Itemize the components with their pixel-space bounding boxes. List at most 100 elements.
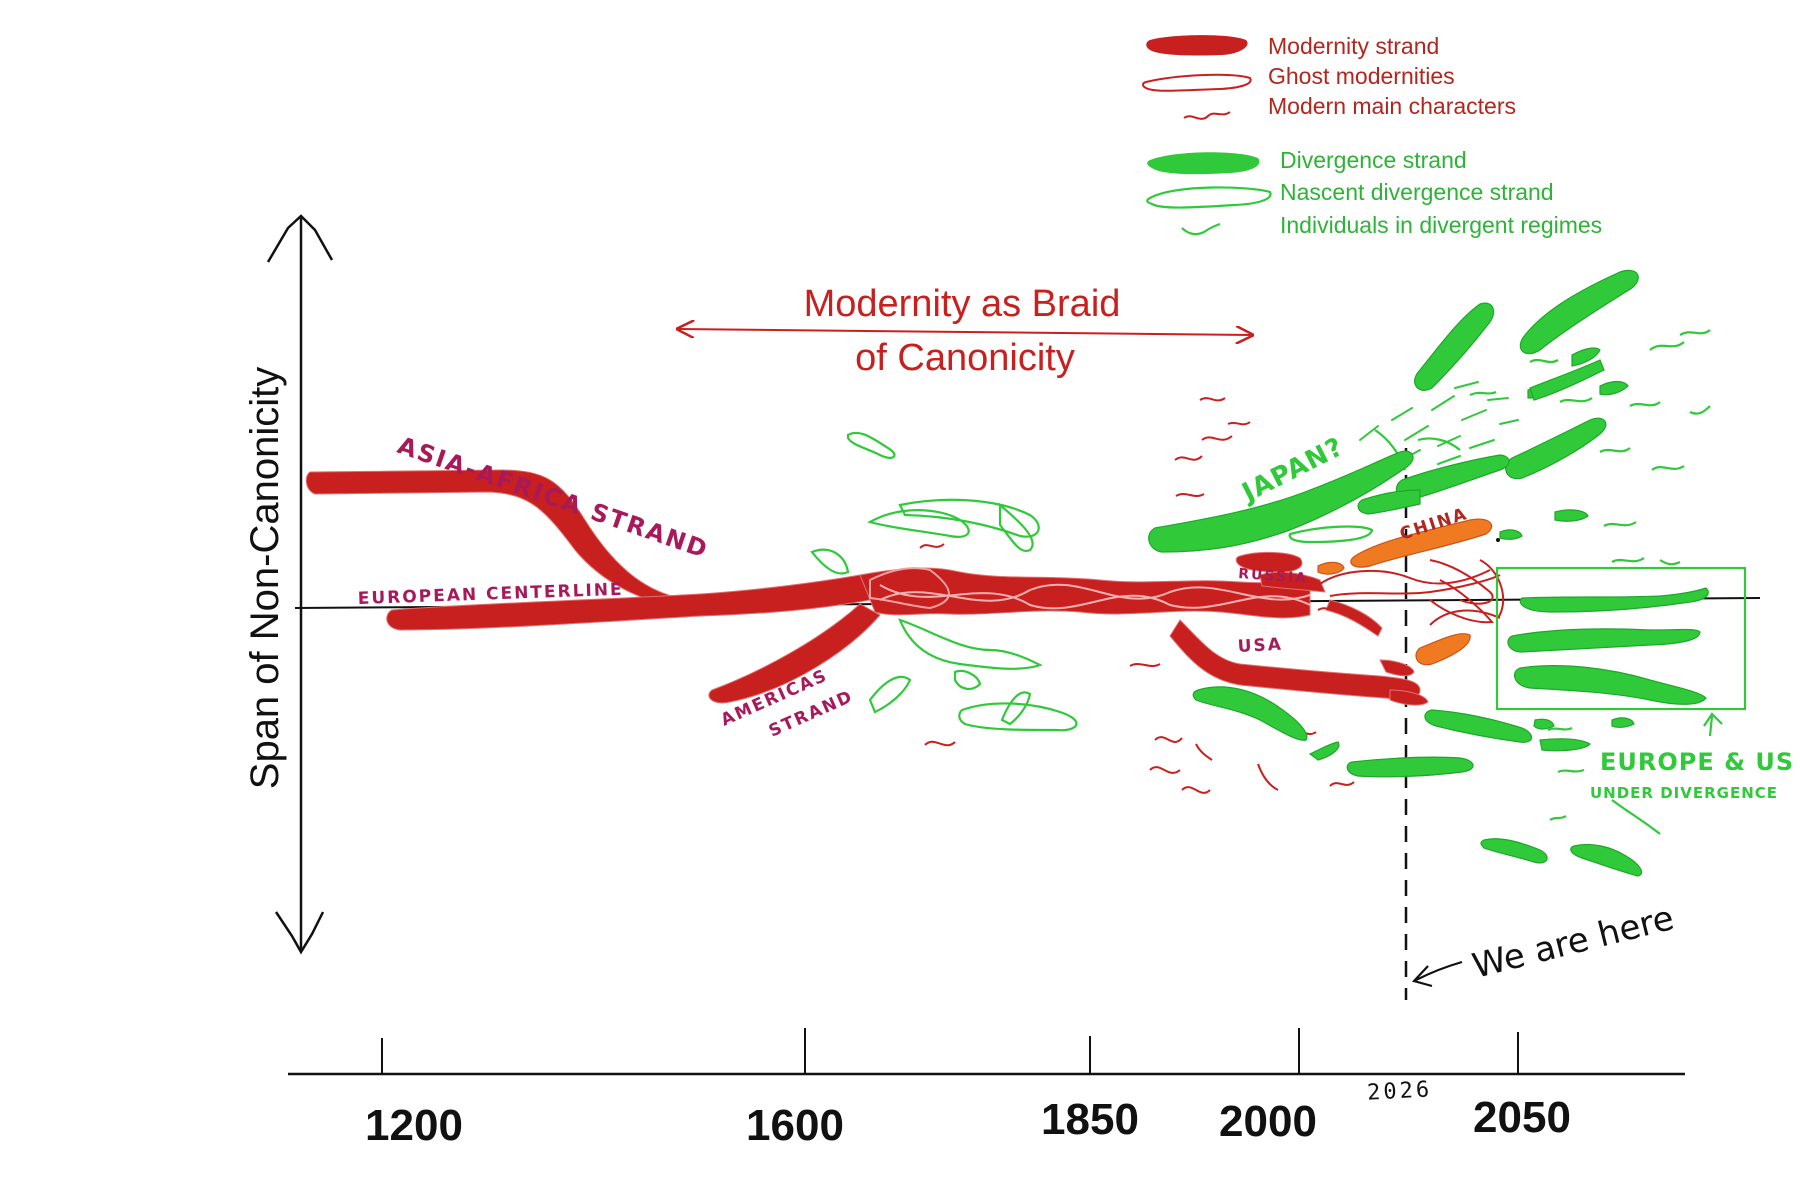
nascent-7 <box>868 675 912 714</box>
legend-label-modern-main-characters: Modern main characters <box>1268 93 1516 119</box>
nascent-10 <box>1000 691 1032 726</box>
burst-11 <box>1499 419 1519 425</box>
burst-9 <box>1454 381 1479 389</box>
annotation-europe-us-1: EUROPE & US <box>1600 748 1794 776</box>
div-strand-c <box>1505 417 1607 480</box>
red-squiggle-10 <box>1195 743 1213 761</box>
nascent-burst <box>1359 375 1519 465</box>
div-strand-t <box>1529 359 1605 401</box>
legend-label-nascent-divergence: Nascent divergence strand <box>1280 179 1554 205</box>
green-squiggle-16 <box>1469 390 1497 397</box>
nascent-5 <box>810 548 850 575</box>
burst-6 <box>1461 409 1487 421</box>
nascent-4 <box>998 502 1034 553</box>
americas-strand <box>708 603 881 704</box>
div-strand-a <box>1414 302 1495 391</box>
red-squiggle-13 <box>1257 763 1279 791</box>
europe-us-arrow <box>1703 712 1723 737</box>
green-squiggle-10 <box>1611 557 1645 563</box>
legend-label-ghost-modernities: Ghost modernities <box>1268 63 1455 89</box>
braid-strand-weave <box>879 583 1311 602</box>
red-squiggle-2 <box>1201 435 1233 441</box>
green-squiggle-13 <box>1557 768 1585 774</box>
green-squiggle-1 <box>1529 358 1559 364</box>
europe-us-box <box>1495 566 1747 711</box>
ghost-modernity-5 <box>1429 609 1501 626</box>
burst-1 <box>1359 425 1379 441</box>
green-squiggle-11 <box>1659 559 1681 566</box>
green-squiggle-12 <box>1547 726 1573 732</box>
green-squiggle-15 <box>1611 799 1661 835</box>
legend-label-divergence-strand: Divergence strand <box>1280 147 1467 173</box>
green-squiggle-3 <box>1679 329 1711 336</box>
usa-strand-tail <box>1379 659 1415 677</box>
div-strand-q <box>1611 717 1635 728</box>
y-axis-arrow-up <box>266 214 334 263</box>
green-squiggle-7 <box>1599 447 1631 453</box>
red-squiggle-11 <box>1149 766 1181 774</box>
nascent-6 <box>898 618 1043 670</box>
nascent-9 <box>958 702 1078 732</box>
modernity-strands <box>305 469 1429 706</box>
legend-swatch-modern-main-characters <box>1183 111 1231 120</box>
tick-1600-label: 1600 <box>746 1101 844 1150</box>
nascent-2 <box>867 509 970 538</box>
annotation-europe-us-2: UNDER DIVERGENCE <box>1590 784 1778 802</box>
ghost-modernity-3 <box>1429 559 1494 605</box>
legend-swatch-ghost-modernities <box>1142 73 1252 92</box>
burst-2 <box>1391 407 1413 421</box>
green-squiggle-6 <box>1689 405 1711 415</box>
burst-3 <box>1404 425 1429 441</box>
green-squiggle-8 <box>1651 465 1685 471</box>
red-squiggle-6 <box>919 543 945 549</box>
usa-strand-tail-2 <box>1389 689 1429 706</box>
china-dot <box>1496 538 1500 542</box>
red-squiggle-8 <box>924 740 956 747</box>
divergence-strands <box>1148 269 1709 877</box>
nascent-11 <box>1288 525 1374 544</box>
nascent-3 <box>898 498 1040 538</box>
legend-label-divergent-individuals: Individuals in divergent regimes <box>1280 212 1602 238</box>
nascent-13 <box>1417 437 1461 451</box>
ghost-modernity-1 <box>1319 569 1491 585</box>
nascent-divergence-strands <box>810 429 1461 732</box>
green-squiggle-9 <box>1603 521 1637 527</box>
div-strand-i <box>1554 509 1589 522</box>
tick-2026-label: 2026 <box>1367 1077 1433 1105</box>
china-strand <box>1350 518 1493 568</box>
y-axis: Span of Non-Canonicity <box>243 214 334 955</box>
europe-us-strand-1 <box>1519 587 1709 613</box>
annotation-we-are-here: We are here <box>1469 898 1678 987</box>
title-line-2: of Canonicity <box>855 337 1075 379</box>
modern-main-characters <box>919 397 1355 794</box>
tick-1200-label: 1200 <box>365 1101 463 1150</box>
russia-strand-2 <box>1259 571 1326 593</box>
title-line-1: Modernity as Braid <box>804 283 1121 325</box>
legend-swatch-nascent-divergence <box>1146 186 1272 209</box>
annotation-usa: USA <box>1237 635 1283 657</box>
legend-swatch-divergent-individuals <box>1181 222 1221 236</box>
red-squiggle-9 <box>1154 736 1183 743</box>
tick-2050-label: 2050 <box>1473 1093 1571 1142</box>
div-strand-o <box>1533 718 1555 730</box>
legend: Modernity strand Ghost modernities Moder… <box>1142 33 1602 238</box>
green-squiggle-4 <box>1559 397 1593 403</box>
red-squiggle-4 <box>1174 455 1203 461</box>
legend-swatch-divergence-strand <box>1147 152 1260 175</box>
burst-13 <box>1437 455 1461 465</box>
div-strand-n <box>1424 709 1533 743</box>
div-strand-k <box>1192 686 1308 741</box>
div-strand-e <box>1357 489 1421 515</box>
div-strand-s <box>1570 843 1643 877</box>
braid-strand-weave-2 <box>879 584 1311 610</box>
we-are-here-arrow <box>1411 960 1463 988</box>
burst-4 <box>1431 395 1455 411</box>
tick-1850-label: 1850 <box>1041 1095 1139 1144</box>
annotation-russia: RUSSIA <box>1238 566 1309 587</box>
legend-swatch-modernity-strand <box>1146 35 1248 56</box>
ghost-modernity-6 <box>1479 559 1505 619</box>
title-double-arrow <box>678 329 1252 335</box>
red-squiggle-14 <box>1329 781 1355 787</box>
div-strand-l <box>1308 741 1340 761</box>
